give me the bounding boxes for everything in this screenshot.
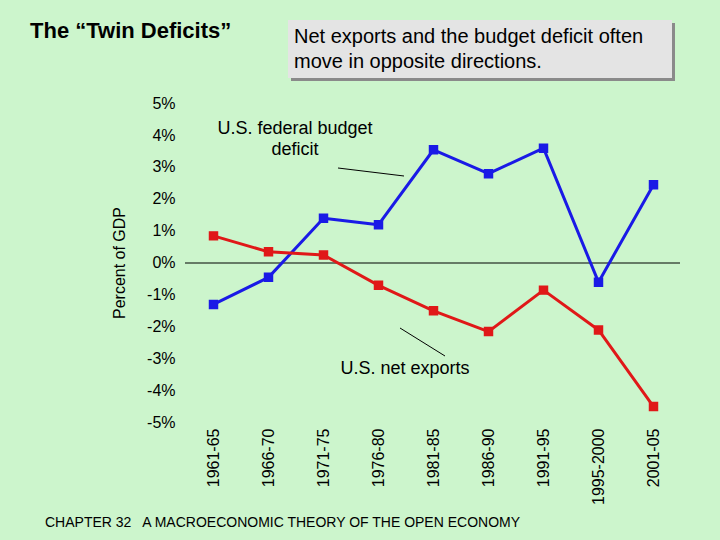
html-text:U.S. federal budget deficit: U.S. federal budget deficit xyxy=(217,118,373,159)
svg-text:1%: 1% xyxy=(152,222,175,239)
svg-text:-5%: -5% xyxy=(147,414,175,431)
svg-text:1991-95: 1991-95 xyxy=(535,428,552,487)
svg-text:1966-70: 1966-70 xyxy=(260,428,277,487)
svg-text:1986-90: 1986-90 xyxy=(480,428,497,487)
html-text:Net exports and the budget def: Net exports and the budget deficit often… xyxy=(294,25,644,72)
svg-text:1976-80: 1976-80 xyxy=(370,428,387,487)
svg-text:1995-2000: 1995-2000 xyxy=(590,428,607,505)
svg-text:-4%: -4% xyxy=(147,382,175,399)
svg-text:3%: 3% xyxy=(152,158,175,175)
html-text:CHAPTER 32 A MACROECONOMIC THE: CHAPTER 32 A MACROECONOMIC THEORY OF THE… xyxy=(45,514,521,530)
svg-text:2%: 2% xyxy=(152,190,175,207)
svg-text:Percent of GDP: Percent of GDP xyxy=(111,207,128,319)
html-text:The “Twin Deficits”: The “Twin Deficits” xyxy=(30,18,232,43)
html-text:U.S. net exports: U.S. net exports xyxy=(340,358,470,378)
svg-text:0%: 0% xyxy=(152,254,175,271)
svg-text:-3%: -3% xyxy=(147,350,175,367)
svg-text:1971-75: 1971-75 xyxy=(315,428,332,487)
svg-text:4%: 4% xyxy=(152,127,175,144)
svg-text:-2%: -2% xyxy=(147,318,175,335)
svg-text:2001-05: 2001-05 xyxy=(645,428,662,487)
svg-text:1981-85: 1981-85 xyxy=(425,428,442,487)
svg-text:-1%: -1% xyxy=(147,286,175,303)
svg-text:1961-65: 1961-65 xyxy=(205,428,222,487)
svg-text:5%: 5% xyxy=(152,95,175,112)
